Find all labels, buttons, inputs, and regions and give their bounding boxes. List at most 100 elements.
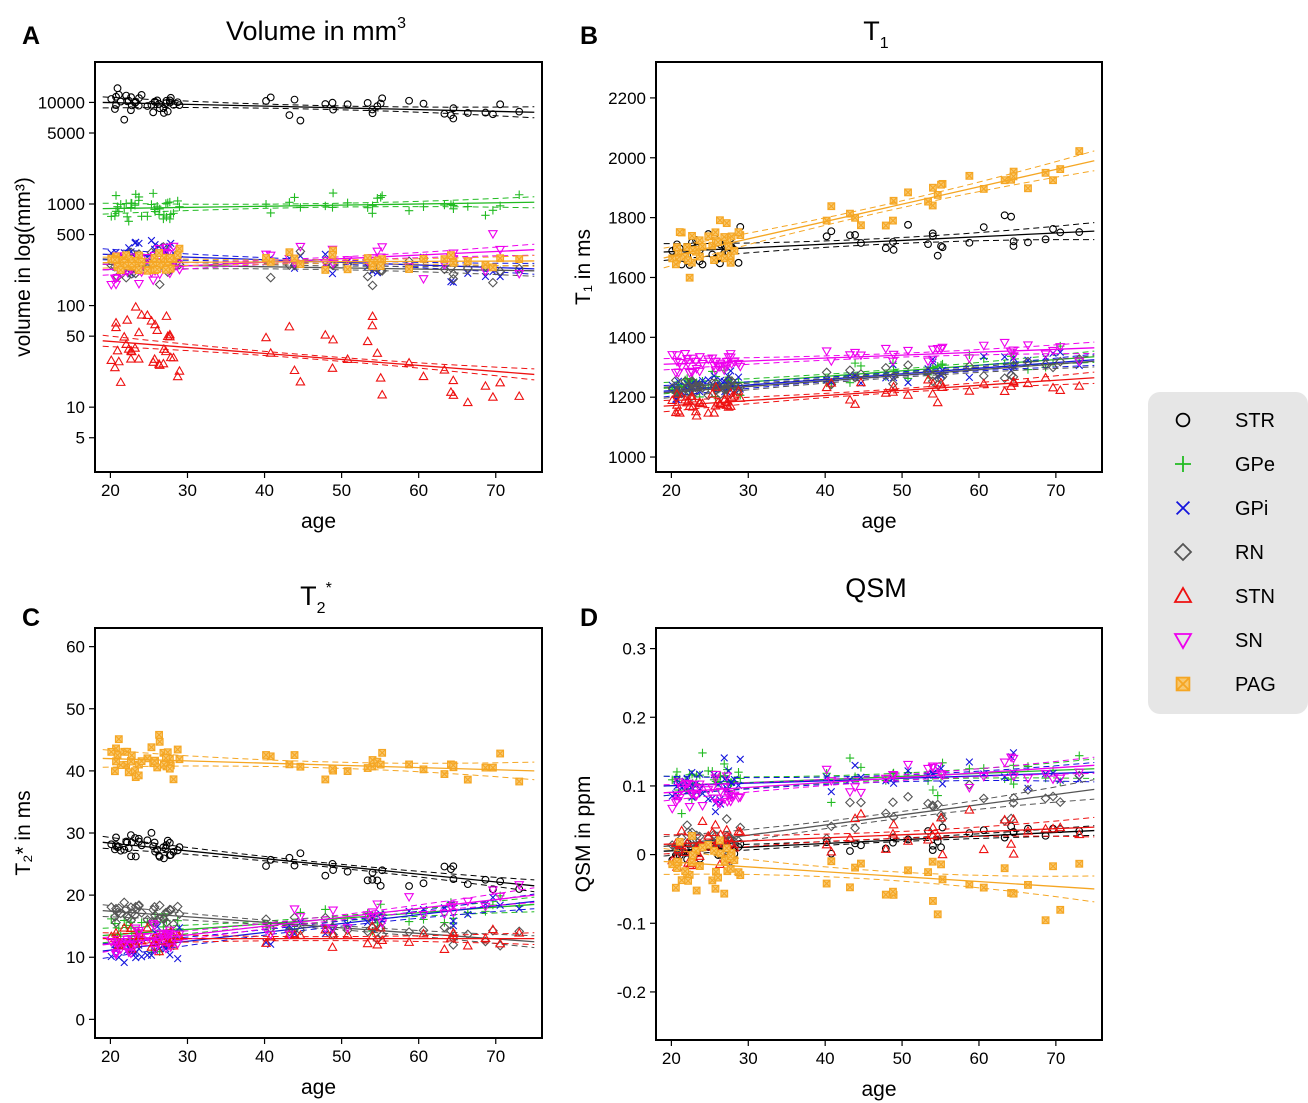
axes-frame <box>94 61 543 473</box>
data-point <box>495 377 506 387</box>
data-point <box>487 277 498 288</box>
data-point <box>153 763 162 772</box>
confidence-bound <box>102 206 535 215</box>
x-tick-label: 40 <box>255 481 274 500</box>
fit-line <box>102 757 535 772</box>
data-point <box>938 359 947 369</box>
data-point <box>697 359 708 369</box>
plot-area <box>102 84 535 407</box>
data-point <box>515 190 524 199</box>
data-point <box>462 940 473 950</box>
data-point <box>979 826 988 835</box>
x-tick-label: 60 <box>409 1047 428 1066</box>
data-point <box>116 97 125 106</box>
data-point <box>881 890 890 899</box>
data-point <box>143 266 152 275</box>
data-point <box>162 906 173 917</box>
data-point <box>262 751 270 759</box>
legend-entry-RN: RN <box>1173 542 1264 564</box>
data-point <box>480 380 491 390</box>
data-point <box>698 748 707 758</box>
data-point <box>133 279 145 289</box>
plot-area <box>102 730 535 967</box>
data-point <box>1005 838 1017 848</box>
fit-line <box>102 340 535 376</box>
data-point <box>821 382 832 392</box>
data-point <box>343 100 352 109</box>
data-point <box>481 211 490 220</box>
data-point <box>1009 237 1018 246</box>
confidence-bound <box>663 350 1095 383</box>
legend-label: GPi <box>1235 498 1268 520</box>
data-point <box>1000 211 1009 220</box>
data-point <box>1022 341 1034 351</box>
data-point <box>480 932 491 942</box>
data-point <box>449 862 458 871</box>
confidence-bound <box>663 848 1095 877</box>
data-point <box>675 228 684 236</box>
data-point <box>462 263 473 274</box>
data-point <box>999 814 1010 824</box>
data-point <box>936 373 947 384</box>
data-point <box>857 221 865 230</box>
y-tick-label: -0.1 <box>617 914 646 933</box>
data-point <box>405 265 413 273</box>
data-point <box>964 783 975 793</box>
data-point <box>821 367 832 378</box>
data-point <box>846 847 854 855</box>
data-point <box>928 857 937 866</box>
confidence-bound <box>663 366 1095 399</box>
data-point <box>160 944 172 954</box>
data-point <box>321 929 330 938</box>
data-point <box>938 780 947 788</box>
data-point <box>904 767 912 775</box>
fit-line <box>663 826 1095 845</box>
series-STN <box>102 301 535 407</box>
data-point <box>266 208 275 218</box>
data-point <box>1055 356 1066 367</box>
data-point <box>712 798 724 808</box>
data-point <box>935 812 947 822</box>
data-point <box>133 353 144 363</box>
confidence-bound <box>663 355 1095 388</box>
data-point <box>1000 864 1009 873</box>
data-point <box>419 879 428 888</box>
data-point <box>449 875 458 884</box>
y-tick-label: 20 <box>66 886 85 905</box>
data-point <box>124 768 133 777</box>
title-subscript: 2 <box>317 600 326 617</box>
confidence-bound <box>102 847 535 893</box>
confidence-bound <box>102 916 535 949</box>
data-point <box>515 904 523 913</box>
data-point <box>719 783 730 793</box>
data-point <box>710 774 721 784</box>
data-point <box>922 374 934 384</box>
data-point <box>688 231 696 240</box>
data-point <box>938 823 947 832</box>
data-point <box>130 901 141 912</box>
data-point <box>481 108 490 117</box>
data-point <box>733 793 744 803</box>
plot-area <box>663 748 1095 925</box>
data-point <box>418 925 429 936</box>
data-point <box>114 735 123 744</box>
data-point <box>1074 380 1085 390</box>
data-point <box>296 849 305 858</box>
data-point <box>514 269 525 279</box>
data-point <box>965 758 974 766</box>
data-point <box>107 747 116 756</box>
y-tick-label: 1000 <box>47 195 85 214</box>
data-point <box>463 109 472 117</box>
data-point <box>855 377 867 387</box>
x-tick-label: 30 <box>739 481 758 500</box>
legend-entry-GPi: GPi <box>1175 498 1268 520</box>
data-point <box>126 908 137 919</box>
data-point <box>372 900 383 910</box>
confidence-bound <box>663 779 1095 838</box>
data-point <box>850 823 861 834</box>
data-point <box>284 321 295 331</box>
panel-C: C T2* 20 30 40 50 60 70 0 10 20 30 40 50 60 age T₂* in m… <box>12 580 543 1099</box>
confidence-bound <box>102 908 535 959</box>
data-point <box>106 354 117 365</box>
x-axis-label: age <box>301 510 336 533</box>
